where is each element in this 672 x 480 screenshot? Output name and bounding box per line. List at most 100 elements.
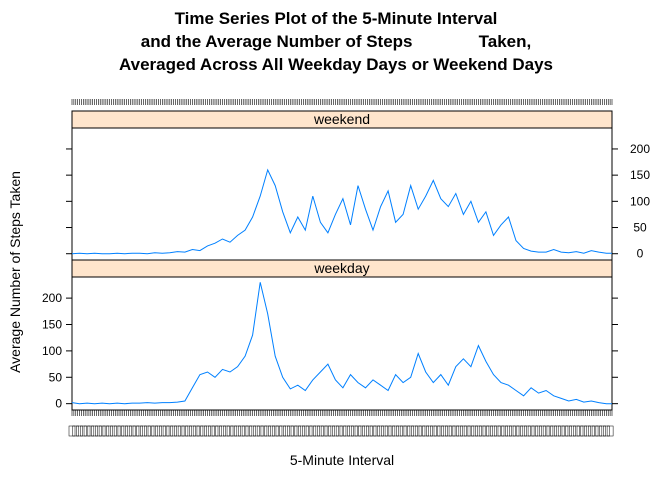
x-tick-label-overlap [98, 425, 106, 437]
x-tick-label-overlap [207, 425, 215, 437]
plot-frame-weekday [71, 276, 613, 411]
x-tick-label-overlap [505, 425, 512, 437]
x-tick-label-overlap [388, 425, 396, 437]
x-tick-label-overlap [362, 425, 369, 437]
x-tick-label-overlap [520, 425, 527, 437]
x-tick-label-overlap [313, 425, 320, 437]
x-tick-label-overlap [478, 425, 486, 437]
x-tick-label-overlap [430, 425, 437, 437]
series-line-weekday [71, 282, 612, 405]
x-tick-label-overlap [144, 425, 151, 437]
x-tick-label-overlap [347, 425, 354, 437]
strip-label-weekend: weekend [313, 111, 370, 127]
x-tick-label-overlap [80, 425, 87, 437]
x-tick-label-overlap [493, 425, 501, 437]
x-tick-label-overlap [595, 425, 603, 437]
x-tick-label-overlap [174, 425, 181, 437]
x-tick-label-overlap [475, 425, 482, 437]
x-tick-label-overlap [433, 425, 441, 437]
x-tick-label-overlap [497, 425, 505, 437]
plot-frame-weekend [71, 127, 613, 261]
x-tick-label-overlap [121, 425, 128, 437]
x-axis-label: 5-Minute Interval [290, 452, 394, 468]
x-tick-label-overlap [452, 425, 460, 437]
x-tick-label-overlap [381, 425, 388, 437]
x-tick-label-overlap [437, 425, 445, 437]
x-tick-label-overlap [524, 425, 531, 437]
chart-title-line-1: Time Series Plot of the 5-Minute Interva… [175, 9, 498, 28]
x-tick-label-overlap [110, 425, 117, 437]
panel-weekend: weekend 0 50 100 150 200 [66, 110, 650, 261]
x-tick-label-overlap [196, 425, 204, 437]
x-tick-label-overlap [192, 425, 200, 437]
x-tick-label-overlap [422, 425, 429, 437]
strip-label-weekday: weekday [313, 260, 369, 276]
x-tick-label-overlap [482, 425, 490, 437]
x-tick-label-overlap [317, 425, 324, 437]
x-tick-label-overlap [448, 425, 456, 437]
x-tick-label-overlap [599, 425, 606, 437]
x-tick-label-overlap [113, 425, 121, 437]
x-tick-label-overlap [91, 425, 98, 437]
x-tick-label-overlap [377, 425, 384, 437]
x-tick-label-overlap [215, 425, 223, 437]
x-tick-label-overlap [279, 425, 286, 437]
y-tick-label-weekend: 100 [630, 194, 650, 208]
x-tick-label-overlap [573, 425, 580, 437]
x-tick-label-overlap [531, 425, 539, 437]
x-tick-label-overlap [106, 425, 113, 437]
x-tick-label-overlap [542, 425, 550, 437]
x-tick-label-overlap [189, 425, 196, 437]
x-tick-label-overlap [211, 425, 219, 437]
x-tick-label-overlap [128, 425, 136, 437]
x-tick-label-overlap [151, 425, 159, 437]
y-tick-label-weekday: 150 [42, 318, 62, 332]
x-tick-label-overlap [226, 425, 234, 437]
x-tick-label-overlap [335, 425, 343, 437]
x-tick-label-overlap [576, 425, 584, 437]
x-tick-label-overlap [87, 425, 95, 437]
x-tick-label-overlap [136, 425, 143, 437]
x-tick-label-overlap [260, 425, 268, 437]
series-line-weekend [71, 168, 612, 255]
y-tick-label-weekend: 50 [633, 221, 647, 235]
x-tick-label-overlap [287, 425, 294, 437]
x-tick-label-overlap [569, 425, 576, 437]
x-tick-label-overlap [426, 425, 433, 437]
x-tick-label-overlap [324, 425, 332, 437]
x-tick-label-overlap [535, 425, 542, 437]
x-tick-label-overlap [320, 425, 328, 437]
x-tick-label-overlap [294, 425, 302, 437]
x-tick-label-overlap [185, 425, 192, 437]
x-tick-label-overlap [343, 425, 350, 437]
y-axis-label: Average Number of Steps Taken [7, 171, 23, 373]
x-tick-label-overlap [512, 425, 520, 437]
x-tick-label-overlap [159, 425, 166, 437]
x-tick-label-overlap [539, 425, 546, 437]
x-tick-label-overlap [418, 425, 426, 437]
x-tick-label-overlap [414, 425, 422, 437]
x-tick-label-overlap [396, 425, 403, 437]
x-tick-label-overlap [83, 425, 91, 437]
x-tick-label-overlap [399, 425, 407, 437]
x-tick-label-overlap [471, 425, 478, 437]
x-tick-label-overlap [275, 425, 283, 437]
x-tick-label-overlap [264, 425, 271, 437]
x-tick-label-overlap [249, 425, 256, 437]
x-tick-label-overlap [403, 425, 411, 437]
x-tick-label-overlap [354, 425, 362, 437]
x-tick-label-overlap [561, 425, 569, 437]
x-tick-label-overlap [565, 425, 572, 437]
x-tick-label-overlap [490, 425, 497, 437]
x-tick-label-overlap [241, 425, 249, 437]
x-tick-label-overlap [441, 425, 448, 437]
x-tick-label-overlap [219, 425, 226, 437]
x-tick-label-overlap [606, 425, 614, 437]
x-tick-label-overlap [283, 425, 290, 437]
x-tick-label-overlap [392, 425, 399, 437]
x-tick-label-overlap [204, 425, 211, 437]
x-tick-label-overlap [256, 425, 264, 437]
x-tick-label-overlap [170, 425, 177, 437]
x-tick-label-overlap [72, 425, 80, 437]
